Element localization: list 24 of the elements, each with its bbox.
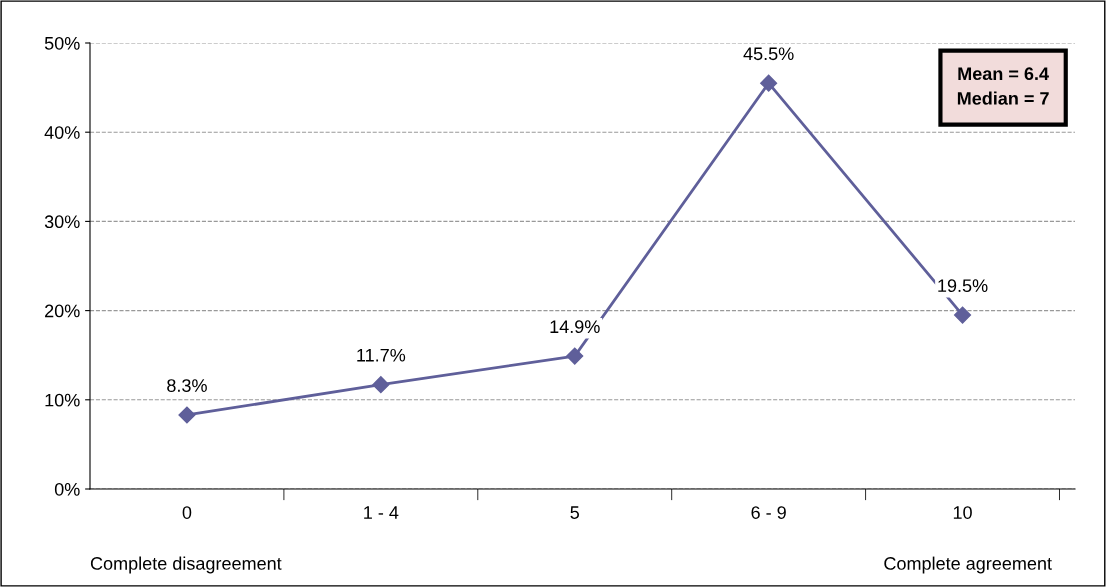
text: Complete agreement — [884, 556, 1052, 574]
x-tick-label: 0 — [182, 506, 192, 519]
point — [372, 376, 390, 394]
y-tick-label: 30% — [44, 215, 80, 229]
x-tick-label: 10 — [953, 506, 972, 519]
data-label: 8.3% — [167, 379, 207, 392]
y-tick-label: 50% — [44, 36, 80, 50]
annotation: Mean = 6.4 Median = 7 — [957, 67, 1049, 105]
data-label: 11.7% — [357, 348, 406, 362]
x-tick-label: 5 — [570, 506, 580, 519]
data-label: 19.5% — [938, 279, 988, 293]
x-tick-label: 6 - 9 — [751, 506, 786, 519]
point — [566, 347, 584, 365]
x-tick-label: 1 - 4 — [364, 506, 399, 519]
y-tick-label: 0% — [54, 482, 80, 496]
point — [953, 306, 972, 324]
y-tick-label: 10% — [45, 393, 80, 407]
y-tick-label: 20% — [45, 304, 80, 318]
point — [178, 406, 196, 424]
point — [760, 74, 778, 92]
y-tick-label: 40% — [44, 126, 80, 139]
data-label: 14.9% — [550, 320, 600, 334]
data-label: 45.5% — [743, 47, 794, 61]
text: Complete disagreement — [90, 556, 282, 574]
